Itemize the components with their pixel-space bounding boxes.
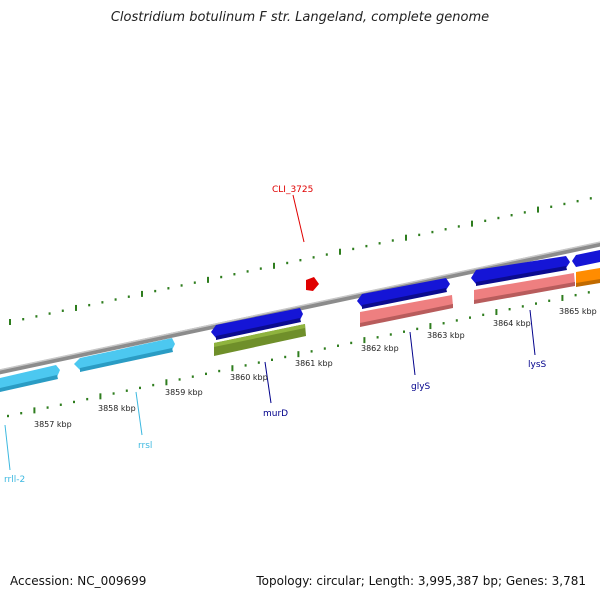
kbp-scale-labels: 3857 kbp 3858 kbp 3859 kbp 3860 kbp 3861… [34,307,597,429]
topology-text: Topology: circular; Length: 3,995,387 bp… [256,574,586,588]
gene-label-glyS[interactable]: glyS [411,382,431,392]
kbp-label: 3862 kbp [361,344,399,353]
kbp-label: 3858 kbp [98,404,136,413]
rrna-feature-salmon-2-shadow [474,282,575,304]
reverse-strand-features [214,268,600,356]
kbp-label: 3865 kbp [559,307,597,316]
gene-label-rrll-2[interactable]: rrll-2 [4,475,25,485]
cli-3725-leader-line [292,194,305,243]
rrna-feature-salmon-1-shadow [360,304,453,327]
cds-feature-glyS-shadow [362,288,447,309]
outer-tick-track [9,197,592,325]
rrna-feature-rrll-2-shadow [0,375,58,392]
trna-feature-olive-highlight [214,324,305,347]
cds-feature-murD-arrow[interactable] [211,308,303,338]
kbp-label: 3859 kbp [165,388,203,397]
kbp-label: 3864 kbp [493,319,531,328]
cli-3725-label[interactable]: CLI_3725 [272,185,313,195]
accession-text: Accession: NC_009699 [10,574,147,588]
rrna-feature-rrll-2[interactable] [0,365,60,390]
gene-leader-lines [4,309,536,471]
kbp-label: 3861 kbp [295,359,333,368]
gene-label-rrsl[interactable]: rrsl [138,441,152,451]
cds-feature-lysS-shadow [476,266,567,286]
gene-label-lysS[interactable]: lysS [528,360,547,370]
highlight-feature-cli-3725[interactable] [306,277,319,291]
kbp-label: 3860 kbp [230,373,268,382]
forward-strand-features [0,250,600,392]
kbp-label: 3863 kbp [427,331,465,340]
cds-feature-murD-shadow [216,318,301,340]
rrna-feature-salmon-2[interactable] [474,273,575,302]
gene-label-murD[interactable]: murD [263,409,288,419]
rrna-feature-rrsl[interactable] [74,338,175,370]
cds-feature-lysS-arrow[interactable] [471,256,570,284]
cds-feature-glyS-arrow[interactable] [357,278,450,307]
inner-tick-track [7,291,590,418]
feature-orange-shadow [576,279,600,287]
kbp-label: 3857 kbp [34,420,72,429]
map-title: Clostridium botulinum F str. Langeland, … [110,10,490,25]
rrna-feature-rrsl-shadow [80,348,173,372]
rrna-feature-salmon-1[interactable] [360,295,453,325]
cds-feature-edge-arrow[interactable] [572,250,600,267]
